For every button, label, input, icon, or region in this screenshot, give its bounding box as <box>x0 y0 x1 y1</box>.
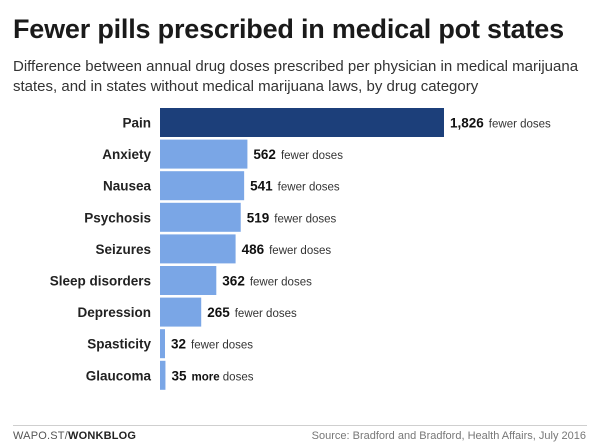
value-unit-rest: doses <box>278 277 312 289</box>
value-number: 519 <box>247 210 270 225</box>
value-number: 35 <box>171 368 187 383</box>
value-unit: fewer <box>250 277 278 289</box>
category-label: Psychosis <box>84 210 151 225</box>
credit-prefix: WAPO.ST/ <box>13 430 68 442</box>
category-label: Depression <box>77 305 151 320</box>
bar-row-nausea: Nausea 541 fewer doses <box>103 171 340 201</box>
category-label: Sleep disorders <box>50 274 151 289</box>
value-unit-rest: doses <box>306 182 340 194</box>
value-unit: more <box>191 371 219 383</box>
bar-row-glaucoma: Glaucoma 35 more doses <box>86 360 254 390</box>
bar <box>160 202 241 232</box>
value-label: 35 more doses <box>171 368 253 383</box>
chart-title: Fewer pills prescribed in medical pot st… <box>13 14 564 44</box>
value-label: 362 fewer doses <box>222 274 312 289</box>
category-label: Nausea <box>103 179 152 194</box>
value-unit: fewer <box>269 245 297 257</box>
value-label: 1,826 fewer doses <box>450 116 551 131</box>
value-unit-rest: doses <box>297 245 331 257</box>
value-number: 1,826 <box>450 116 484 131</box>
bar <box>160 360 166 390</box>
bar <box>160 329 165 359</box>
category-label: Spasticity <box>87 337 151 352</box>
value-unit: fewer <box>235 308 263 320</box>
bar-row-seizures: Seizures 486 fewer doses <box>95 234 332 264</box>
value-unit-rest: doses <box>302 213 336 225</box>
bar <box>160 171 245 201</box>
value-unit-rest: doses <box>219 340 253 352</box>
value-number: 362 <box>222 274 245 289</box>
footer-divider <box>13 425 587 426</box>
value-number: 32 <box>171 337 186 352</box>
value-unit-rest: doses <box>517 119 551 131</box>
value-label: 562 fewer doses <box>253 147 343 162</box>
value-unit-rest: doses <box>220 371 254 383</box>
value-label: 486 fewer doses <box>242 242 332 257</box>
value-unit: fewer <box>489 119 517 131</box>
value-number: 486 <box>242 242 265 257</box>
bar-row-anxiety: Anxiety 562 fewer doses <box>102 139 343 169</box>
value-unit: fewer <box>281 150 309 162</box>
value-unit-rest: doses <box>309 150 343 162</box>
value-unit: fewer <box>274 213 302 225</box>
bar-row-spasticity: Spasticity 32 fewer doses <box>87 329 253 359</box>
category-label: Glaucoma <box>86 368 152 383</box>
value-number: 265 <box>207 305 230 320</box>
bar <box>160 297 202 327</box>
value-label: 519 fewer doses <box>247 210 337 225</box>
category-label: Pain <box>122 116 151 131</box>
value-unit: fewer <box>278 182 306 194</box>
bar <box>160 108 444 137</box>
chart-subtitle: Difference between annual drug doses pre… <box>13 58 579 95</box>
bar-row-depression: Depression 265 fewer doses <box>77 297 297 327</box>
value-label: 265 fewer doses <box>207 305 297 320</box>
value-unit: fewer <box>191 340 219 352</box>
value-unit-rest: doses <box>263 308 297 320</box>
value-number: 562 <box>253 147 276 162</box>
bar <box>160 266 217 295</box>
bar <box>160 234 236 264</box>
category-label: Anxiety <box>102 147 151 162</box>
credit-brand: WONKBLOG <box>67 430 137 442</box>
bar <box>160 139 248 169</box>
bar-row-sleep-disorders: Sleep disorders 362 fewer doses <box>50 266 312 295</box>
bar-row-psychosis: Psychosis 519 fewer doses <box>84 202 337 232</box>
bar-row-pain: Pain 1,826 fewer doses <box>122 108 551 137</box>
source-note: Source: Bradford and Bradford, Health Af… <box>311 430 586 442</box>
value-number: 541 <box>250 179 273 194</box>
category-label: Seizures <box>95 242 151 257</box>
credit-line: WAPO.ST/WONKBLOG <box>13 430 136 442</box>
value-label: 32 fewer doses <box>171 337 253 352</box>
value-label: 541 fewer doses <box>250 179 340 194</box>
